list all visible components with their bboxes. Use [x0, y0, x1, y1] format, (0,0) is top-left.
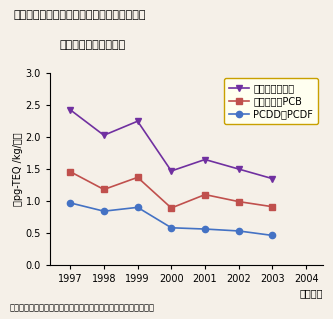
Legend: ダイオキシン類, コプラナーPCB, PCDD＋PCDF: ダイオキシン類, コプラナーPCB, PCDD＋PCDF: [224, 78, 318, 124]
Y-axis label: （pg-TEQ /kg/日）: （pg-TEQ /kg/日）: [13, 132, 23, 206]
Text: 出典：厚生労働省『食品からのダイオキシン類一日摂取量調査』: 出典：厚生労働省『食品からのダイオキシン類一日摂取量調査』: [10, 304, 155, 313]
Text: 一日摂取量の経年変化: 一日摂取量の経年変化: [60, 40, 126, 49]
Text: 図５－３－７　食品からのダイオキシン類の: 図５－３－７ 食品からのダイオキシン類の: [13, 10, 146, 19]
Text: （年度）: （年度）: [299, 288, 323, 298]
